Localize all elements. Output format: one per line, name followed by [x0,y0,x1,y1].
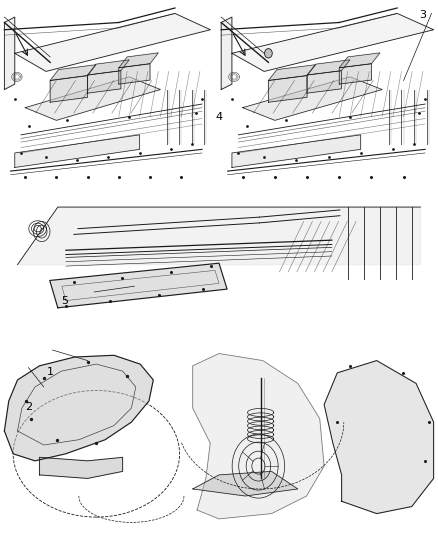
Text: 5: 5 [61,296,68,306]
Polygon shape [4,356,153,461]
Polygon shape [119,64,150,84]
Polygon shape [50,76,88,102]
Text: 1: 1 [47,367,54,377]
Polygon shape [243,77,382,120]
Polygon shape [339,53,380,68]
Polygon shape [4,17,15,90]
Polygon shape [119,53,159,68]
Polygon shape [18,207,420,264]
Polygon shape [15,135,140,167]
Polygon shape [232,135,360,167]
Polygon shape [15,13,210,71]
Polygon shape [88,71,121,93]
Polygon shape [324,360,434,514]
Polygon shape [50,263,227,308]
Polygon shape [193,353,324,519]
Text: 2: 2 [25,402,32,411]
Polygon shape [268,64,316,80]
Polygon shape [339,64,371,84]
Polygon shape [50,64,96,80]
Polygon shape [221,17,232,90]
Polygon shape [25,77,160,120]
Text: 3: 3 [419,10,426,20]
Polygon shape [307,60,350,75]
Polygon shape [268,76,307,102]
Polygon shape [232,13,434,71]
Polygon shape [39,457,123,479]
Polygon shape [193,471,298,496]
Polygon shape [307,71,341,93]
Text: 4: 4 [215,112,223,122]
Polygon shape [88,60,129,75]
Circle shape [265,49,272,58]
